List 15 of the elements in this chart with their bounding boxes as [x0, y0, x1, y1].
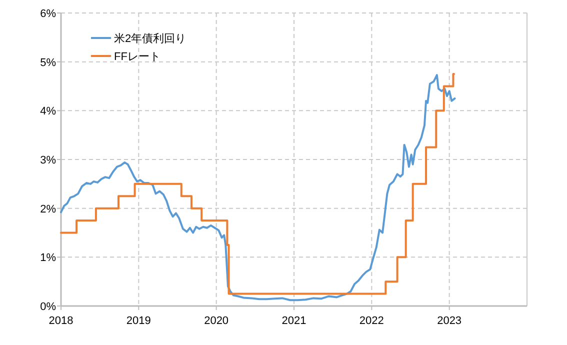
y-tick-label: 4%	[40, 106, 56, 118]
x-tick-label: 2019	[126, 315, 151, 327]
x-tick-label: 2020	[204, 315, 229, 327]
y-tick-label: 0%	[40, 301, 56, 313]
y-tick-label: 6%	[40, 8, 56, 20]
y-tick-label: 3%	[40, 154, 56, 166]
y-tick-label: 2%	[40, 203, 56, 216]
x-tick-label: 2018	[48, 315, 74, 327]
legend-label: 米2年債利回り	[114, 32, 186, 45]
x-tick-label: 2023	[437, 315, 462, 327]
y-tick-label: 5%	[40, 56, 56, 69]
y-tick-label: 1%	[40, 252, 56, 264]
legend-label: FFレート	[114, 51, 160, 63]
x-tick-label: 2022	[359, 315, 384, 327]
x-tick-label: 2021	[282, 315, 306, 327]
